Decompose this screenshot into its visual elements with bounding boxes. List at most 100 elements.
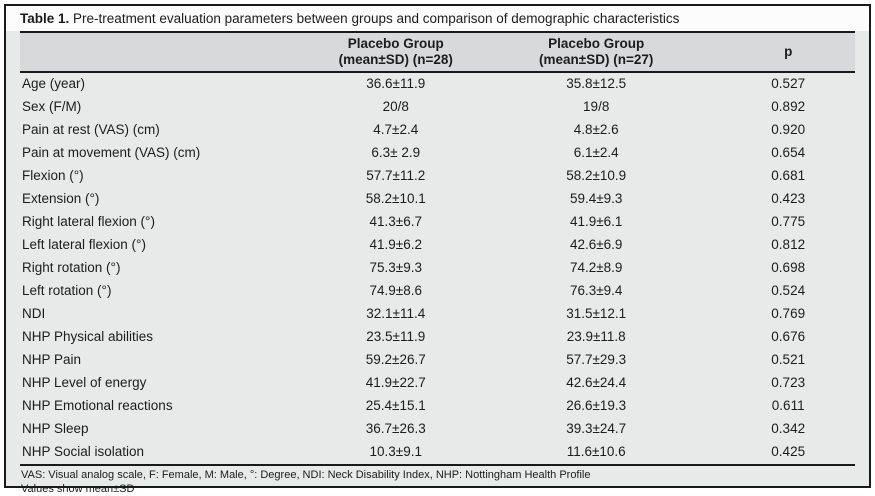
group2-value: 4.8±2.6 [521, 119, 721, 142]
p-value: 0.611 [721, 395, 855, 418]
row-label: Pain at rest (VAS) (cm) [20, 119, 271, 142]
group2-column-header: Placebo Group (mean±SD) (n=27) [521, 32, 721, 72]
group1-value: 32.1±11.4 [271, 303, 522, 326]
p-value: 0.769 [721, 303, 855, 326]
row-label: Pain at movement (VAS) (cm) [20, 142, 271, 165]
row-label: NHP Sleep [20, 418, 271, 441]
row-label: Extension (°) [20, 188, 271, 211]
group1-value: 4.7±2.4 [271, 119, 522, 142]
table-header: Placebo Group (mean±SD) (n=28) Placebo G… [20, 32, 855, 72]
row-label: NHP Emotional reactions [20, 395, 271, 418]
table-row: Left lateral flexion (°) 41.9±6.2 42.6±6… [20, 234, 855, 257]
row-label: Right rotation (°) [20, 257, 271, 280]
p-value: 0.681 [721, 165, 855, 188]
group2-value: 39.3±24.7 [521, 418, 721, 441]
group1-header-line2: (mean±SD) (n=28) [271, 52, 522, 68]
group1-value: 23.5±11.9 [271, 326, 522, 349]
param-column-header [20, 32, 271, 72]
table-frame: Table 1. Pre-treatment evaluation parame… [4, 4, 871, 488]
group1-value: 41.9±6.2 [271, 234, 522, 257]
group2-value: 26.6±19.3 [521, 395, 721, 418]
row-label: NHP Level of energy [20, 372, 271, 395]
group2-value: 23.9±11.8 [521, 326, 721, 349]
row-label: NDI [20, 303, 271, 326]
table-row: Extension (°) 58.2±10.1 59.4±9.3 0.423 [20, 188, 855, 211]
group1-value: 10.3±9.1 [271, 441, 522, 464]
group2-value: 76.3±9.4 [521, 280, 721, 303]
p-column-header: p [721, 32, 855, 72]
table-row: NHP Social isolation 10.3±9.1 11.6±10.6 … [20, 441, 855, 464]
table-row: NHP Level of energy 41.9±22.7 42.6±24.4 … [20, 372, 855, 395]
group1-value: 36.7±26.3 [271, 418, 522, 441]
table-row: NHP Pain 59.2±26.7 57.7±29.3 0.521 [20, 349, 855, 372]
group1-value: 20/8 [271, 96, 522, 119]
table-row: Flexion (°) 57.7±11.2 58.2±10.9 0.681 [20, 165, 855, 188]
group1-value: 58.2±10.1 [271, 188, 522, 211]
group2-value: 42.6±6.9 [521, 234, 721, 257]
table-title-text: Pre-treatment evaluation parameters betw… [73, 11, 679, 26]
table-row: NDI 32.1±11.4 31.5±12.1 0.769 [20, 303, 855, 326]
footnote-abbreviations: VAS: Visual analog scale, F: Female, M: … [21, 469, 855, 483]
p-value: 0.676 [721, 326, 855, 349]
p-value: 0.775 [721, 211, 855, 234]
p-value: 0.521 [721, 349, 855, 372]
table-row: NHP Physical abilities 23.5±11.9 23.9±11… [20, 326, 855, 349]
p-value: 0.527 [721, 72, 855, 96]
table-body: Age (year) 36.6±11.9 35.8±12.5 0.527 Sex… [20, 72, 855, 464]
group1-value: 41.9±22.7 [271, 372, 522, 395]
header-row: Placebo Group (mean±SD) (n=28) Placebo G… [20, 32, 855, 72]
group1-value: 36.6±11.9 [271, 72, 522, 96]
group1-header-line1: Placebo Group [271, 36, 522, 52]
p-value: 0.920 [721, 119, 855, 142]
row-label: Right lateral flexion (°) [20, 211, 271, 234]
p-value: 0.723 [721, 372, 855, 395]
p-value: 0.812 [721, 234, 855, 257]
table-row: NHP Emotional reactions 25.4±15.1 26.6±1… [20, 395, 855, 418]
table-row: Pain at movement (VAS) (cm) 6.3± 2.9 6.1… [20, 142, 855, 165]
table-row: Right rotation (°) 75.3±9.3 74.2±8.9 0.6… [20, 257, 855, 280]
group1-value: 74.9±8.6 [271, 280, 522, 303]
group2-value: 58.2±10.9 [521, 165, 721, 188]
row-label: Age (year) [20, 72, 271, 96]
group1-value: 57.7±11.2 [271, 165, 522, 188]
row-label: NHP Physical abilities [20, 326, 271, 349]
row-label: Flexion (°) [20, 165, 271, 188]
group2-value: 74.2±8.9 [521, 257, 721, 280]
table-row: NHP Sleep 36.7±26.3 39.3±24.7 0.342 [20, 418, 855, 441]
group2-value: 6.1±2.4 [521, 142, 721, 165]
p-value: 0.524 [721, 280, 855, 303]
row-label: NHP Social isolation [20, 441, 271, 464]
table-row: Pain at rest (VAS) (cm) 4.7±2.4 4.8±2.6 … [20, 119, 855, 142]
table-title: Table 1. Pre-treatment evaluation parame… [6, 6, 869, 31]
group2-header-line1: Placebo Group [521, 36, 671, 52]
group1-column-header: Placebo Group (mean±SD) (n=28) [271, 32, 522, 72]
table-number: Table 1. [20, 11, 69, 26]
group1-value: 59.2±26.7 [271, 349, 522, 372]
group1-value: 25.4±15.1 [271, 395, 522, 418]
row-label: NHP Pain [20, 349, 271, 372]
p-value: 0.654 [721, 142, 855, 165]
table-row: Sex (F/M) 20/8 19/8 0.892 [20, 96, 855, 119]
group2-value: 41.9±6.1 [521, 211, 721, 234]
group1-value: 6.3± 2.9 [271, 142, 522, 165]
group2-value: 35.8±12.5 [521, 72, 721, 96]
row-label: Left lateral flexion (°) [20, 234, 271, 257]
group2-value: 59.4±9.3 [521, 188, 721, 211]
table-row: Right lateral flexion (°) 41.3±6.7 41.9±… [20, 211, 855, 234]
p-value: 0.892 [721, 96, 855, 119]
table-row: Left rotation (°) 74.9±8.6 76.3±9.4 0.52… [20, 280, 855, 303]
group2-value: 31.5±12.1 [521, 303, 721, 326]
p-value: 0.423 [721, 188, 855, 211]
row-label: Sex (F/M) [20, 96, 271, 119]
group2-value: 57.7±29.3 [521, 349, 721, 372]
group2-value: 19/8 [521, 96, 721, 119]
group2-value: 42.6±24.4 [521, 372, 721, 395]
table-footnotes: VAS: Visual analog scale, F: Female, M: … [20, 464, 855, 496]
evaluation-table: Placebo Group (mean±SD) (n=28) Placebo G… [20, 31, 855, 464]
group2-value: 11.6±10.6 [521, 441, 721, 464]
p-value: 0.342 [721, 418, 855, 441]
group1-value: 41.3±6.7 [271, 211, 522, 234]
row-label: Left rotation (°) [20, 280, 271, 303]
table-row: Age (year) 36.6±11.9 35.8±12.5 0.527 [20, 72, 855, 96]
p-value: 0.698 [721, 257, 855, 280]
